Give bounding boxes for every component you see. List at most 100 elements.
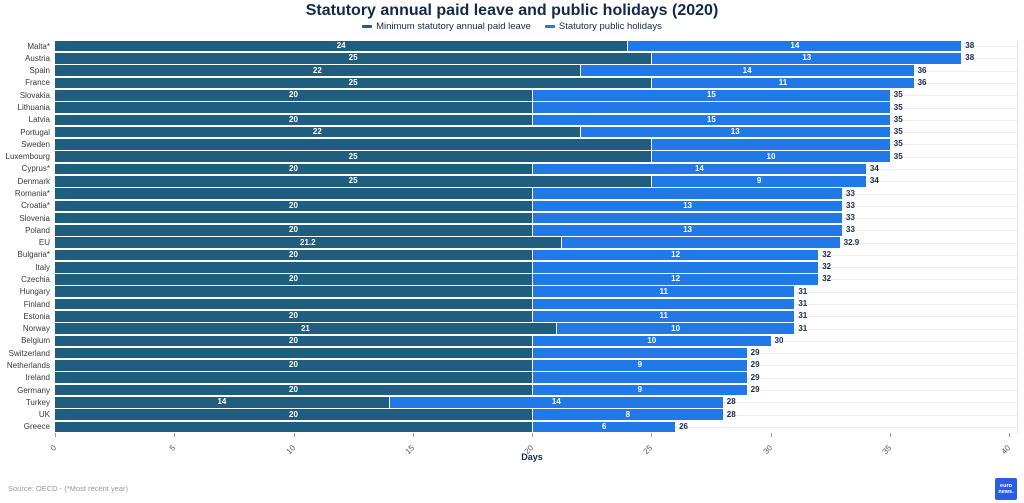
country-label: Bulgaria* [17,250,50,260]
paid-leave-bar[interactable]: 20 [55,114,532,126]
chart-row: Romania* 33 [0,187,1018,199]
total-value: 35 [893,102,903,112]
public-holidays-bar[interactable] [532,298,795,310]
paid-leave-bar[interactable] [55,102,532,113]
paid-leave-bar[interactable] [55,347,532,359]
public-holidays-bar[interactable]: 11 [651,77,914,89]
total-value: 34 [869,176,879,186]
total-value: 35 [893,114,903,124]
paid-leave-bar[interactable]: 25 [55,175,652,187]
paid-leave-value: 21.2 [300,237,316,247]
public-holidays-value: 11 [659,286,668,296]
paid-leave-bar[interactable]: 20 [55,311,532,322]
paid-leave-bar[interactable]: 20 [55,384,532,396]
public-holidays-bar[interactable]: 14 [579,65,914,76]
public-holidays-bar[interactable]: 13 [532,200,843,212]
paid-leave-bar[interactable]: 21 [55,323,556,334]
paid-leave-bar[interactable]: 20 [55,409,532,420]
paid-leave-bar[interactable]: 20 [55,200,532,212]
public-holidays-value: 13 [802,53,812,63]
public-holidays-bar[interactable] [532,188,843,199]
row-bars: 29 [55,372,1009,384]
public-holidays-bar[interactable] [532,212,843,224]
paid-leave-bar[interactable]: 25 [55,151,652,162]
public-holidays-bar[interactable]: 9 [532,384,747,396]
paid-leave-bar[interactable]: 21.2 [55,237,561,248]
public-holidays-bar[interactable]: 10 [555,323,795,334]
paid-leave-bar[interactable] [55,188,532,199]
row-bars: 20 9 29 [55,384,1009,396]
paid-leave-bar[interactable]: 25 [55,77,652,89]
paid-leave-bar[interactable] [55,421,532,433]
paid-leave-bar[interactable] [55,139,652,150]
public-holidays-bar[interactable] [532,347,747,359]
paid-leave-bar[interactable]: 20 [55,249,532,261]
public-holidays-value: 14 [551,397,561,407]
public-holidays-bar[interactable]: 15 [532,114,890,126]
row-plot: 29 [55,372,1018,384]
public-holidays-bar[interactable] [651,139,890,150]
chart-row: Croatia* 20 13 33 [0,200,1018,212]
source-note: Source: OECD - (*Most recent year) [8,484,129,493]
row-bars: 20 15 35 [55,114,1009,126]
public-holidays-bar[interactable]: 11 [532,311,795,322]
paid-leave-bar[interactable]: 14 [55,397,389,408]
paid-leave-bar[interactable]: 25 [55,53,652,64]
paid-leave-bar[interactable] [55,212,532,224]
country-label: Belgium [21,336,50,346]
chart-row: Latvia 20 15 35 [0,114,1018,126]
public-holidays-value: 13 [683,200,692,210]
public-holidays-bar[interactable] [560,237,840,248]
euronews-logo[interactable]: euro news. [995,478,1017,500]
paid-leave-bar[interactable]: 20 [55,335,532,347]
public-holidays-bar[interactable]: 13 [651,53,962,64]
row-bars: 33 [55,212,1009,224]
chart-row: Spain 22 14 36 [0,65,1018,77]
public-holidays-bar[interactable] [532,102,890,113]
paid-leave-bar[interactable]: 20 [55,360,532,371]
paid-leave-bar[interactable]: 20 [55,163,532,175]
paid-leave-bar[interactable] [55,261,532,273]
x-tick [770,433,772,437]
public-holidays-bar[interactable] [532,372,747,384]
public-holidays-bar[interactable]: 6 [532,421,676,433]
country-label: Slovakia [19,90,50,100]
country-label: EU [38,238,50,248]
public-holidays-bar[interactable]: 14 [532,163,866,175]
paid-leave-value: 20 [289,225,298,235]
paid-leave-bar[interactable]: 24 [55,40,628,52]
paid-leave-bar[interactable] [55,372,532,384]
chart-row: Norway 21 10 31 [0,322,1018,334]
paid-leave-bar[interactable]: 20 [55,89,532,101]
public-holidays-bar[interactable]: 12 [532,274,819,285]
paid-leave-bar[interactable] [55,298,532,310]
paid-leave-bar[interactable]: 20 [55,274,532,285]
public-holidays-bar[interactable]: 13 [532,225,843,236]
country-label: Romania* [14,189,50,199]
public-holidays-value: 11 [778,77,788,87]
public-holidays-bar[interactable]: 14 [388,397,723,408]
legend-item-paid-leave[interactable]: Minimum statutory annual paid leave [362,21,531,32]
row-plot: 35 [55,101,1018,113]
legend-item-public-holidays[interactable]: Statutory public holidays [544,21,662,32]
row-bars: 22 13 35 [55,126,1009,138]
public-holidays-bar[interactable] [532,261,819,273]
country-label: Latvia [28,115,50,125]
public-holidays-bar[interactable]: 11 [532,286,795,298]
public-holidays-bar[interactable]: 10 [651,151,890,162]
paid-leave-bar[interactable]: 22 [55,126,580,138]
paid-leave-bar[interactable] [55,286,532,298]
public-holidays-bar[interactable]: 10 [532,335,771,347]
row-plot: 25 11 36 [55,77,1018,89]
public-holidays-bar[interactable]: 12 [532,249,819,261]
public-holidays-bar[interactable]: 15 [532,89,890,101]
public-holidays-bar[interactable]: 13 [579,126,890,138]
public-holidays-bar[interactable]: 8 [532,409,723,420]
public-holidays-bar[interactable]: 9 [532,360,747,371]
public-holidays-bar[interactable]: 9 [651,175,866,187]
paid-leave-bar[interactable]: 22 [55,65,580,76]
public-holidays-bar[interactable]: 14 [627,40,962,52]
country-label: Slovenia [19,213,50,223]
paid-leave-bar[interactable]: 20 [55,225,532,236]
public-holidays-value: 10 [647,335,657,345]
